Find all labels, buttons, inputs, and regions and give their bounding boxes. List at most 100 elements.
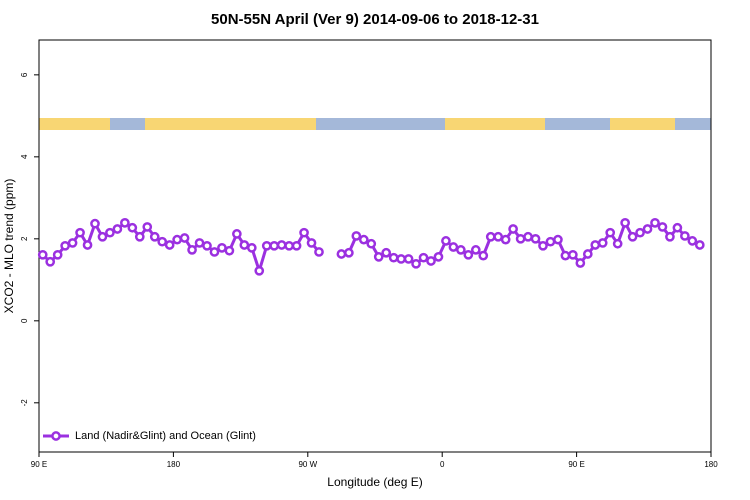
data-point xyxy=(344,247,354,258)
data-point xyxy=(37,249,48,260)
data-point xyxy=(224,245,235,256)
data-point xyxy=(582,249,593,259)
legend-label: Land (Nadir&Glint) and Ocean (Glint) xyxy=(75,430,256,442)
x-tick-label: 180 xyxy=(704,460,718,469)
data-point xyxy=(269,240,280,251)
x-tick-label: 180 xyxy=(167,460,181,469)
data-point xyxy=(299,227,309,238)
data-point xyxy=(672,222,683,233)
data-point xyxy=(194,238,205,248)
data-point xyxy=(52,249,63,260)
data-point xyxy=(90,218,100,229)
data-point xyxy=(82,240,93,250)
y-tick-label: 2 xyxy=(20,236,29,241)
data-point xyxy=(426,256,436,266)
data-point xyxy=(351,231,362,241)
data-point xyxy=(448,242,459,252)
data-point xyxy=(336,249,347,259)
chart-title: 50N-55N April (Ver 9) 2014-09-06 to 2018… xyxy=(211,11,539,28)
data-point xyxy=(164,240,175,250)
data-point xyxy=(276,240,287,250)
data-point xyxy=(306,238,317,248)
data-point xyxy=(366,238,377,249)
y-tick-label: 4 xyxy=(20,154,29,159)
data-point xyxy=(261,240,272,251)
data-point xyxy=(373,252,384,262)
data-point xyxy=(358,234,369,245)
data-point xyxy=(560,250,571,261)
data-point xyxy=(657,222,668,232)
data-point xyxy=(441,236,451,246)
data-point xyxy=(396,254,406,264)
data-point xyxy=(538,240,548,251)
data-point xyxy=(284,240,294,251)
data-point xyxy=(508,224,518,234)
data-point xyxy=(149,231,160,242)
data-point xyxy=(187,245,197,255)
data-point xyxy=(680,231,690,241)
data-point xyxy=(553,234,563,245)
data-point xyxy=(112,224,123,234)
data-point xyxy=(105,227,115,238)
data-point xyxy=(172,234,182,245)
data-point xyxy=(620,217,630,228)
data-point xyxy=(433,252,444,262)
data-point xyxy=(246,242,257,253)
data-point xyxy=(612,238,623,249)
data-point xyxy=(500,234,511,245)
data-point xyxy=(142,222,153,232)
data-point xyxy=(530,233,541,244)
data-point xyxy=(127,222,138,233)
data-point xyxy=(67,238,78,248)
data-point xyxy=(388,252,399,263)
data-point xyxy=(568,249,578,260)
x-tick-label: 90 E xyxy=(568,460,584,469)
y-tick-label: 0 xyxy=(20,318,29,323)
data-point xyxy=(120,217,130,228)
data-point xyxy=(254,265,265,276)
x-tick-label: 90 E xyxy=(31,460,47,469)
data-point xyxy=(478,250,489,261)
data-point xyxy=(291,240,302,251)
y-tick-label: 6 xyxy=(20,72,29,77)
data-point xyxy=(411,258,421,269)
data-point xyxy=(627,231,638,242)
data-point xyxy=(314,247,324,257)
data-point xyxy=(202,240,212,251)
data-point xyxy=(418,252,429,263)
data-point xyxy=(485,231,496,242)
data-point xyxy=(597,238,608,248)
land-ocean-strip xyxy=(39,118,711,130)
data-point xyxy=(403,254,414,264)
data-point xyxy=(217,242,227,253)
data-point xyxy=(179,233,190,243)
data-point xyxy=(456,245,466,255)
legend-marker xyxy=(51,431,61,441)
data-point xyxy=(545,236,556,247)
data-point xyxy=(97,231,108,242)
data-point xyxy=(575,258,586,268)
data-point xyxy=(493,231,504,242)
data-point xyxy=(463,249,474,260)
x-tick-label: 0 xyxy=(440,460,445,469)
data-point xyxy=(209,247,220,257)
data-point xyxy=(381,247,392,258)
data-point xyxy=(635,227,645,238)
data-point xyxy=(470,245,481,255)
data-point xyxy=(45,256,56,267)
data-point xyxy=(687,236,698,246)
data-point xyxy=(232,229,242,239)
data-point xyxy=(590,240,601,250)
data-point xyxy=(642,224,653,234)
data-point xyxy=(665,231,675,242)
data-point xyxy=(75,227,85,238)
y-axis-label: XCO2 - MLO trend (ppm) xyxy=(2,179,16,314)
plot-frame xyxy=(38,39,712,453)
data-point xyxy=(523,231,533,242)
x-tick-label: 90 W xyxy=(298,460,317,469)
data-point xyxy=(694,240,705,250)
data-point xyxy=(239,240,250,250)
data-point xyxy=(515,233,526,244)
y-tick-label: -2 xyxy=(20,399,29,407)
